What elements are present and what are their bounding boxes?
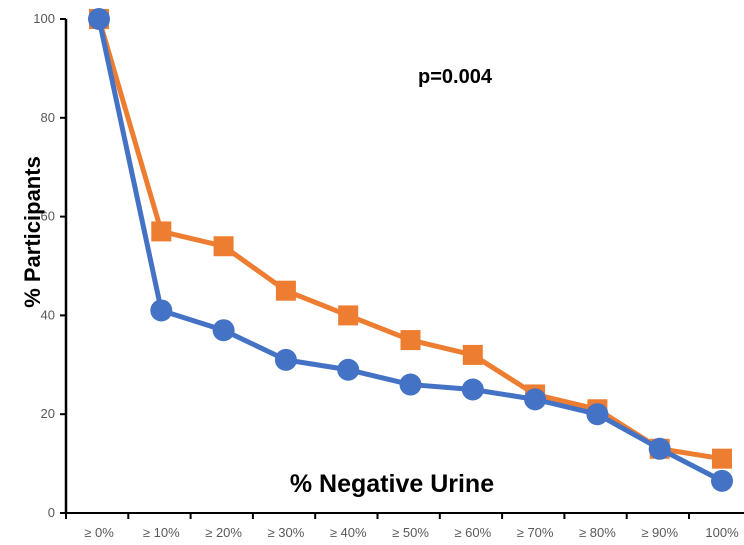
y-tick-label: 80 — [41, 110, 55, 125]
data-point-circle — [399, 373, 422, 396]
x-tick-label: ≥ 20% — [205, 525, 242, 540]
data-point-square — [338, 305, 359, 326]
series-layer — [88, 8, 733, 492]
data-point-square — [400, 330, 421, 351]
data-point-circle — [274, 348, 297, 371]
data-point-circle — [711, 469, 733, 492]
data-point-square — [462, 344, 483, 365]
x-tick-label: ≥ 0% — [84, 525, 114, 540]
data-point-circle — [337, 358, 360, 381]
data-point-circle — [461, 378, 484, 401]
x-tick-label: ≥ 90% — [641, 525, 678, 540]
data-point-circle — [586, 403, 609, 426]
x-tick-label: ≥ 70% — [517, 525, 554, 540]
y-tick-label: 0 — [48, 505, 55, 520]
series-line-circle — [96, 18, 724, 484]
data-point-square — [213, 236, 234, 257]
data-point-circle — [648, 437, 671, 460]
data-point-circle — [212, 319, 235, 342]
series-square — [89, 9, 732, 469]
y-tick-label: 40 — [41, 307, 55, 322]
p-value-annotation: p=0.004 — [418, 66, 493, 88]
y-tick-label: 60 — [41, 209, 55, 224]
x-tick-label: ≥ 80% — [579, 525, 616, 540]
data-point-square — [712, 448, 732, 469]
y-tick-label: 20 — [41, 406, 55, 421]
x-tick-label: 100% — [705, 525, 739, 540]
data-point-circle — [88, 8, 110, 30]
x-tick-label: ≥ 60% — [454, 525, 491, 540]
data-point-circle — [150, 299, 173, 322]
x-tick-label: ≥ 30% — [268, 525, 305, 540]
data-point-square — [275, 280, 296, 301]
x-tick-label: ≥ 40% — [330, 525, 367, 540]
y-ticks: 0 20 40 60 80 100 — [33, 11, 66, 520]
y-axis-label: % Participants — [20, 156, 45, 308]
data-point-square — [151, 221, 172, 242]
x-ticks: ≥ 0% ≥ 10% ≥ 20% ≥ 30% ≥ 40% ≥ 50% ≥ 60% ≥ 70% ≥… — [65, 513, 739, 540]
series-circle — [88, 8, 733, 492]
x-tick-label: ≥ 10% — [143, 525, 180, 540]
x-tick-label: ≥ 50% — [392, 525, 429, 540]
data-point-circle — [524, 388, 547, 411]
x-axis-label: % Negative Urine — [290, 470, 494, 498]
y-tick-label: 100 — [33, 11, 55, 26]
